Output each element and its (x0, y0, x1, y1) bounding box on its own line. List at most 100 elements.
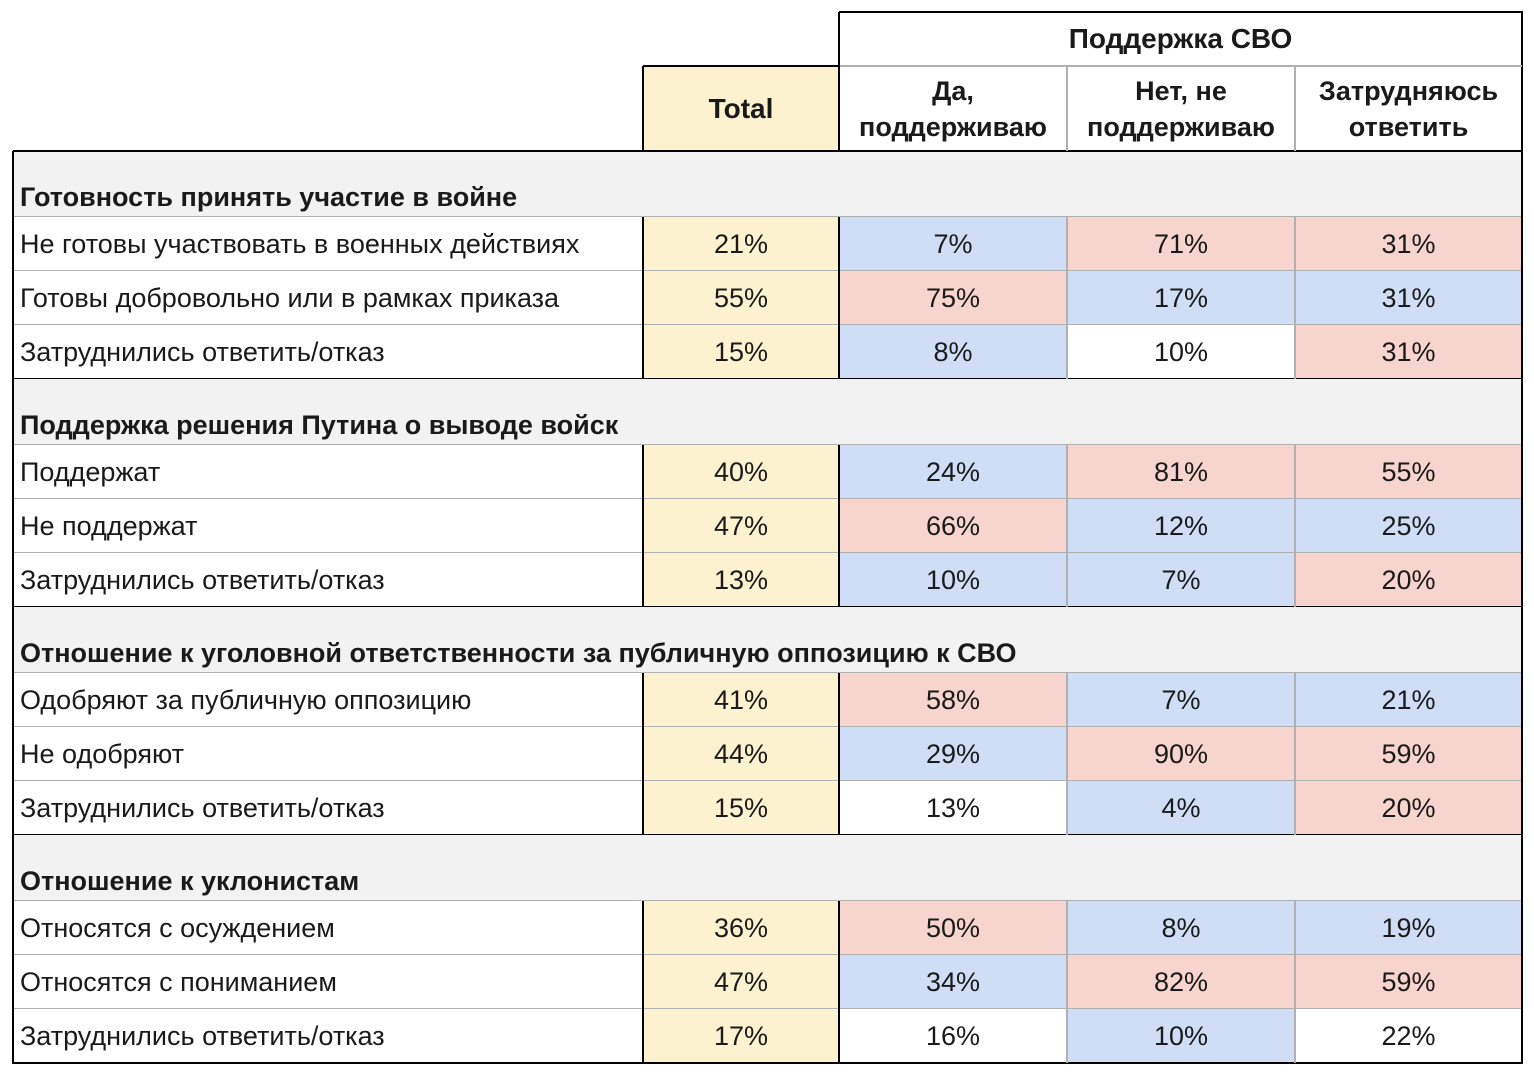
row-label: Не одобряют (13, 727, 643, 781)
value-cell: 55% (1295, 445, 1522, 499)
total-column-border (838, 673, 840, 835)
row-label: Затруднились ответить/отказ (13, 781, 643, 835)
column-header-yes-line1: Да, (932, 75, 974, 106)
row-label: Не поддержат (13, 499, 643, 553)
column-divider (1066, 217, 1068, 379)
group-header-support-svo: Поддержка СВО (839, 12, 1522, 66)
column-header-yes-line2: поддерживаю (859, 111, 1047, 142)
total-value-cell: 21% (643, 217, 839, 271)
value-cell: 29% (839, 727, 1067, 781)
total-value-cell: 15% (643, 325, 839, 379)
total-header-border (642, 66, 644, 151)
column-divider (1294, 217, 1296, 379)
value-cell: 7% (839, 217, 1067, 271)
total-column-border (838, 445, 840, 607)
row-label: Одобряют за публичную оппозицию (13, 673, 643, 727)
total-column-border (642, 901, 644, 1063)
value-cell: 31% (1295, 217, 1522, 271)
column-divider (1294, 673, 1296, 835)
column-header-undecided-line1: Затрудняюсь (1318, 75, 1499, 106)
section-title: Поддержка решения Путина о выводе войск (13, 379, 1522, 445)
value-cell: 90% (1067, 727, 1295, 781)
value-cell: 10% (1067, 325, 1295, 379)
value-cell: 17% (1067, 271, 1295, 325)
total-value-cell: 47% (643, 955, 839, 1009)
table-border-top (13, 150, 1522, 152)
total-value-cell: 44% (643, 727, 839, 781)
value-cell: 50% (839, 901, 1067, 955)
row-label: Относятся с пониманием (13, 955, 643, 1009)
value-cell: 16% (839, 1009, 1067, 1063)
value-cell: 10% (839, 553, 1067, 607)
value-cell: 81% (1067, 445, 1295, 499)
total-value-cell: 15% (643, 781, 839, 835)
value-cell: 71% (1067, 217, 1295, 271)
group-header-border-left (838, 12, 840, 151)
column-header-no: Нет, не поддерживаю (1067, 66, 1295, 151)
row-label: Относятся с осуждением (13, 901, 643, 955)
value-cell: 24% (839, 445, 1067, 499)
value-cell: 25% (1295, 499, 1522, 553)
column-divider (1294, 445, 1296, 607)
total-column-border (642, 673, 644, 835)
value-cell: 10% (1067, 1009, 1295, 1063)
value-cell: 20% (1295, 553, 1522, 607)
section-border (13, 1062, 1522, 1064)
column-header-undecided-line2: ответить (1348, 111, 1469, 142)
total-column-border (838, 901, 840, 1063)
column-divider (1294, 901, 1296, 1063)
value-cell: 31% (1295, 271, 1522, 325)
total-header-border-top (643, 65, 840, 67)
total-value-cell: 41% (643, 673, 839, 727)
value-cell: 31% (1295, 325, 1522, 379)
value-cell: 12% (1067, 499, 1295, 553)
row-label: Затруднились ответить/отказ (13, 325, 643, 379)
header-column-divider (1294, 66, 1296, 151)
value-cell: 59% (1295, 955, 1522, 1009)
value-cell: 8% (1067, 901, 1295, 955)
group-header-border-top (839, 11, 1523, 13)
total-column-border (838, 217, 840, 379)
value-cell: 7% (1067, 553, 1295, 607)
column-divider (1066, 673, 1068, 835)
value-cell: 59% (1295, 727, 1522, 781)
row-label: Поддержат (13, 445, 643, 499)
section-title: Отношение к уголовной ответственности за… (13, 607, 1522, 673)
total-value-cell: 36% (643, 901, 839, 955)
header-column-divider (1066, 66, 1068, 151)
total-column-border (642, 445, 644, 607)
table-border-right (1521, 12, 1523, 1064)
total-value-cell: 17% (643, 1009, 839, 1063)
column-divider (1066, 901, 1068, 1063)
total-value-cell: 13% (643, 553, 839, 607)
column-divider (1066, 445, 1068, 607)
value-cell: 82% (1067, 955, 1295, 1009)
group-header-label: Поддержка СВО (1068, 23, 1293, 54)
column-header-total-label: Total (708, 92, 774, 124)
row-label: Готовы добровольно или в рамках приказа (13, 271, 643, 325)
group-header-divider (839, 65, 1522, 67)
value-cell: 4% (1067, 781, 1295, 835)
column-header-no-line1: Нет, не (1135, 75, 1227, 106)
value-cell: 66% (839, 499, 1067, 553)
value-cell: 8% (839, 325, 1067, 379)
total-column-border (642, 217, 644, 379)
column-header-total: Total (643, 66, 839, 151)
value-cell: 20% (1295, 781, 1522, 835)
section-title: Отношение к уклонистам (13, 835, 1522, 901)
section-title: Готовность принять участие в войне (13, 151, 1522, 217)
total-value-cell: 40% (643, 445, 839, 499)
value-cell: 58% (839, 673, 1067, 727)
value-cell: 19% (1295, 901, 1522, 955)
value-cell: 22% (1295, 1009, 1522, 1063)
row-label: Затруднились ответить/отказ (13, 1009, 643, 1063)
total-value-cell: 47% (643, 499, 839, 553)
value-cell: 34% (839, 955, 1067, 1009)
total-value-cell: 55% (643, 271, 839, 325)
value-cell: 21% (1295, 673, 1522, 727)
column-header-undecided: Затрудняюсь ответить (1295, 66, 1522, 151)
column-header-yes: Да, поддерживаю (839, 66, 1067, 151)
column-header-no-line2: поддерживаю (1087, 111, 1275, 142)
row-label: Не готовы участвовать в военных действия… (13, 217, 643, 271)
